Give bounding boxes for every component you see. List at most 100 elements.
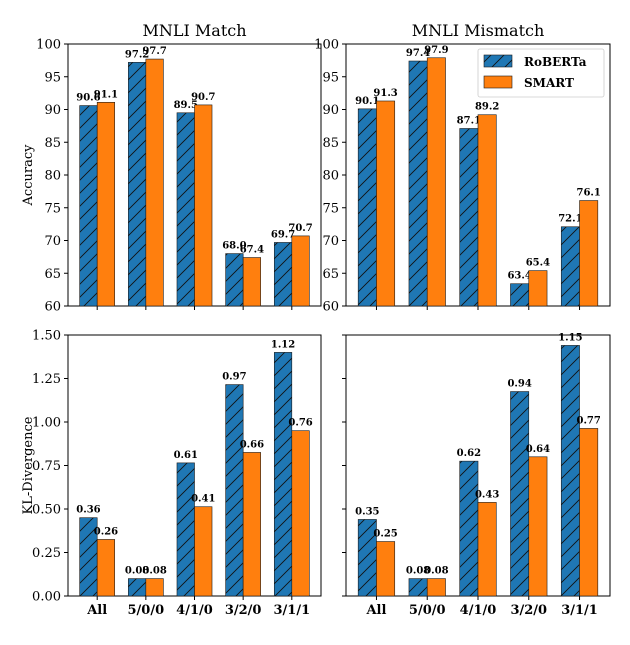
y-axis-label: Accuracy: [21, 144, 36, 207]
legend-swatch-smart: [483, 75, 513, 89]
bar-roberta-hatch: [79, 517, 98, 596]
panel-mnli-mismatch-accuracy: MNLI Mismatch 60 65 70 75 80 85 90 95 100 90.1 97.4…: [314, 21, 611, 315]
y-tick-label: 65: [322, 267, 339, 282]
bar-roberta-hatch: [225, 384, 244, 596]
data-label-smart: 90.7: [191, 92, 215, 103]
x-tick-label: 4/1/0: [176, 603, 213, 618]
x-tick-label: 3/1/1: [561, 603, 598, 618]
bar-roberta-hatch: [128, 578, 146, 596]
x-tick-label: 3/1/1: [273, 603, 310, 618]
y-tick-label: 90: [322, 103, 339, 118]
bar-roberta-hatch: [176, 462, 195, 596]
y-tick-label: 85: [322, 136, 339, 151]
data-label-smart: 91.3: [373, 88, 397, 99]
bar-smart: [242, 452, 261, 597]
bar-roberta-hatch: [561, 345, 580, 596]
data-label-roberta: 97.4: [406, 48, 430, 59]
bar-smart: [194, 104, 213, 307]
legend-label-roberta: RoBERTa: [524, 55, 587, 69]
y-tick-label: 100: [314, 38, 339, 53]
panel-mnli-match-kl: KL-Divergence 0.00 0.25 0.50 0.75 1.00 1.25 1.5…: [21, 329, 322, 618]
x-tick-label: All: [365, 603, 386, 618]
data-label-smart: 0.64: [526, 444, 550, 455]
bar-smart: [96, 539, 116, 597]
y-tick-label: 75: [322, 201, 339, 216]
bar-smart: [194, 506, 213, 597]
bar-roberta-hatch: [561, 226, 580, 306]
data-label-smart: 0.77: [576, 415, 600, 426]
data-label-roberta: 97.2: [125, 49, 149, 60]
data-label-smart: 0.08: [142, 566, 166, 577]
bar-roberta-hatch: [176, 112, 195, 307]
data-label-roberta: 0.08: [406, 566, 430, 577]
bar-smart: [426, 57, 446, 307]
data-label-roberta: 87.1: [457, 115, 481, 126]
panel-mnli-mismatch-kl: All 5/0/0 4/1/0 3/2/0 3/1/1 0.35 0.08 0.62 0.94 1…: [342, 332, 611, 618]
data-label-roberta: 90.6: [76, 93, 100, 104]
data-label-smart: 97.7: [142, 46, 166, 57]
data-label-smart: 97.9: [424, 45, 448, 56]
data-label-smart: 0.43: [475, 489, 499, 500]
panel-title: MNLI Match: [142, 21, 246, 40]
y-tick-label: 70: [44, 234, 61, 249]
data-label-smart: 0.66: [240, 439, 264, 450]
y-axis-label: KL-Divergence: [21, 416, 36, 514]
data-label-roberta: 1.15: [558, 332, 582, 343]
bar-roberta-hatch: [459, 128, 478, 306]
data-label-smart: 0.25: [373, 529, 397, 540]
y-tick-label: 1.25: [32, 372, 61, 387]
bar-roberta-hatch: [274, 242, 292, 306]
y-tick-label: 75: [44, 201, 61, 216]
data-label-roberta: 0.35: [355, 506, 379, 517]
data-label-roberta: 0.08: [125, 566, 149, 577]
bar-roberta-hatch: [225, 253, 244, 306]
data-label-roberta: 0.36: [76, 505, 100, 516]
y-tick-label: 1.00: [32, 416, 61, 431]
data-label-smart: 91.1: [94, 89, 118, 100]
data-label-smart: 89.2: [475, 102, 499, 113]
data-label-smart: 70.7: [288, 223, 312, 234]
y-tick-label: 0.25: [32, 546, 61, 561]
bar-smart: [291, 430, 310, 597]
bar-smart: [242, 257, 261, 307]
bar-smart: [96, 101, 116, 307]
y-tick-label: 80: [322, 169, 339, 184]
data-label-roberta: 90.1: [355, 96, 379, 107]
data-label-roberta: 0.97: [222, 372, 246, 383]
data-label-smart: 76.1: [576, 188, 600, 199]
x-tick-label: All: [86, 603, 107, 618]
bar-smart: [579, 428, 599, 597]
bar-roberta-hatch: [459, 461, 478, 596]
data-label-smart: 0.08: [424, 566, 448, 577]
panel-mnli-match-accuracy: MNLI Match Accuracy 60 65 70 75 80 85 90 95 100 90.…: [21, 21, 322, 315]
x-tick-label: 3/2/0: [225, 603, 262, 618]
y-tick-label: 0.75: [32, 459, 61, 474]
y-tick-label: 65: [44, 267, 61, 282]
bar-smart: [528, 456, 548, 597]
bar-roberta-hatch: [79, 105, 98, 306]
y-tick-label: 0.50: [32, 503, 61, 518]
bar-roberta-hatch: [274, 352, 292, 596]
legend: RoBERTa SMART: [477, 48, 605, 98]
bar-roberta-hatch: [510, 283, 529, 306]
bar-smart: [145, 578, 164, 597]
data-label-smart: 0.26: [94, 526, 118, 537]
bar-smart: [426, 578, 446, 597]
x-tick-label: 3/2/0: [510, 603, 547, 618]
data-label-smart: 65.4: [526, 258, 550, 269]
legend-swatch-roberta-hatch: [484, 55, 512, 67]
x-tick-label: 4/1/0: [460, 603, 497, 618]
y-tick-label: 80: [44, 169, 61, 184]
bar-roberta-hatch: [408, 61, 428, 306]
y-tick-label: 60: [44, 300, 61, 315]
data-label-roberta: 69.7: [271, 229, 295, 240]
bar-roberta-hatch: [128, 62, 146, 307]
y-tick-label: 1.50: [32, 329, 61, 344]
bar-smart: [528, 270, 548, 307]
y-tick-label: 70: [322, 234, 339, 249]
y-tick-label: 0.00: [32, 590, 61, 605]
x-tick-label: 5/0/0: [128, 603, 165, 618]
bar-smart: [376, 100, 396, 307]
bar-smart: [291, 235, 310, 307]
